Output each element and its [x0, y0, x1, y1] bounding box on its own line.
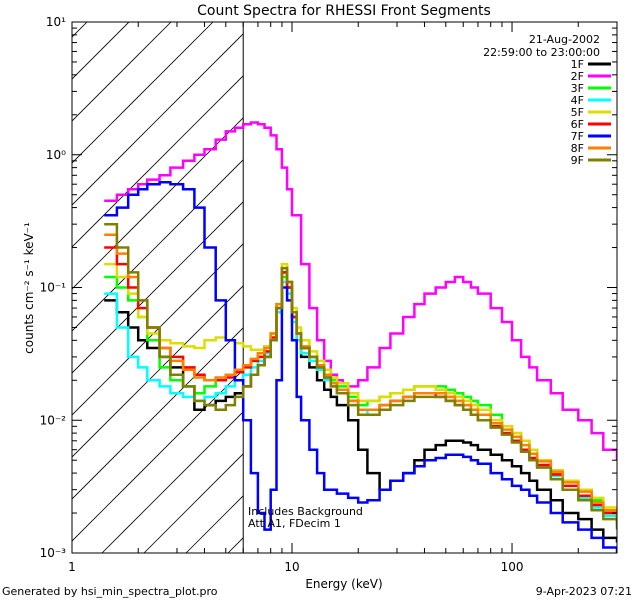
footer-generated-by: Generated by hsi_min_spectra_plot.pro	[2, 585, 218, 598]
hatch-line	[72, 22, 214, 164]
x-tick-label: 1	[68, 560, 76, 574]
hatch-line	[0, 0, 72, 553]
hatch-line	[101, 411, 244, 553]
legend-time-range: 22:59:00 to 23:00:00	[483, 46, 600, 59]
y-axis-label: counts cm⁻² s⁻¹ keV⁻¹	[22, 222, 36, 354]
y-tick-label: 10⁻²	[40, 413, 67, 427]
hatch-line	[72, 327, 244, 500]
hatch-line	[354, 0, 640, 553]
y-tick-label: 10⁻³	[40, 546, 67, 560]
x-tick-label: 10	[284, 560, 299, 574]
legend-label-9f: 9F	[571, 154, 584, 167]
legend-label-5f: 5F	[571, 106, 584, 119]
y-tick-label: 10⁰	[46, 148, 66, 162]
series-3f	[104, 275, 617, 520]
hatch-line	[72, 285, 244, 458]
hatch-line	[72, 33, 244, 206]
legend-label-3f: 3F	[571, 82, 584, 95]
series-layer	[104, 121, 617, 553]
hatch-line	[143, 453, 244, 553]
axis-ticks: 1 10 100 10⁻³ 10⁻² 10⁻¹ 10⁰ 10¹	[40, 15, 618, 574]
hatched-region	[0, 0, 640, 553]
plot-frame	[71, 21, 618, 554]
y-tick-label: 10¹	[46, 15, 66, 29]
legend-date: 21-Aug-2002	[529, 33, 600, 46]
legend-label-6f: 6F	[571, 118, 584, 131]
legend-label-8f: 8F	[571, 142, 584, 155]
legend-label-4f: 4F	[571, 94, 584, 107]
hatch-line	[72, 201, 244, 374]
y-tick-label: 10⁻¹	[40, 281, 67, 295]
hatch-line	[72, 22, 172, 122]
series-8f	[104, 233, 617, 520]
series-7f	[104, 181, 617, 553]
hatch-line	[438, 0, 640, 553]
hatch-line	[72, 369, 244, 542]
legend-label-7f: 7F	[571, 130, 584, 143]
hatch-line	[72, 243, 244, 416]
hatch-line	[72, 159, 244, 332]
series-9f	[104, 222, 617, 530]
annotation-attenuator: Att A1, FDecim 1	[248, 517, 341, 530]
hatch-line	[0, 0, 114, 553]
legend-label-2f: 2F	[571, 70, 584, 83]
annotation-background: Includes Background	[248, 505, 363, 518]
hatch-line	[72, 22, 130, 80]
hatch-line	[396, 0, 640, 553]
hatch-line	[72, 75, 244, 248]
x-axis-label: Energy (keV)	[305, 577, 382, 591]
hatch-line	[72, 117, 244, 290]
chart-title: Count Spectra for RHESSI Front Segments	[197, 3, 491, 19]
series-6f	[104, 246, 617, 523]
x-tick-label: 100	[501, 560, 524, 574]
footer-timestamp: 9-Apr-2023 07:21	[535, 585, 632, 598]
hatch-line	[312, 0, 640, 553]
legend-label-1f: 1F	[571, 58, 584, 71]
